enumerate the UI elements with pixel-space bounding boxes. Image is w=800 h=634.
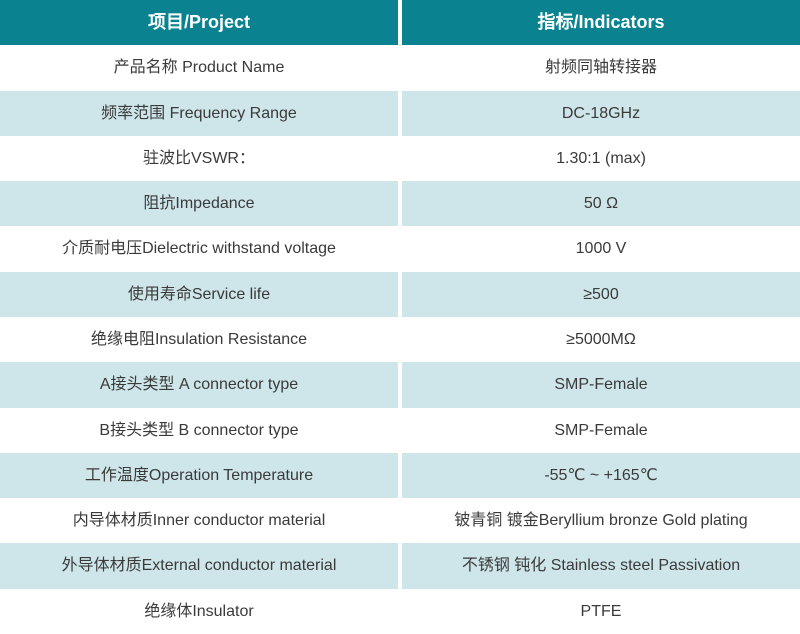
table-row: 驻波比VSWR： 1.30:1 (max) xyxy=(0,135,800,182)
project-cell: 绝缘体Insulator xyxy=(0,588,398,634)
header-project-cell: 项目/Project xyxy=(0,0,398,46)
indicator-cell: ≥500 xyxy=(402,271,800,317)
table-row: 内导体材质Inner conductor material 铍青铜 镀金Bery… xyxy=(0,498,800,544)
indicator-cell: DC-18GHz xyxy=(402,90,800,136)
project-cell: A接头类型 A connector type xyxy=(0,362,398,408)
indicator-cell: 1000 V xyxy=(402,226,800,272)
header-indicator-cell: 指标/Indicators xyxy=(402,0,800,46)
indicator-cell: 射频同轴转接器 xyxy=(402,45,800,91)
table-row: 外导体材质External conductor material 不锈钢 钝化 … xyxy=(0,543,800,589)
table-row: 产品名称 Product Name 射频同轴转接器 xyxy=(0,45,800,91)
project-cell: 外导体材质External conductor material xyxy=(0,543,398,589)
indicator-cell: 50 Ω xyxy=(402,181,800,227)
table-row: 绝缘体Insulator PTFE xyxy=(0,588,800,634)
header-row: 项目/Project 指标/Indicators xyxy=(0,0,800,46)
table-row: 阻抗Impedance 50 Ω xyxy=(0,181,800,227)
indicator-cell: SMP-Female xyxy=(402,407,800,453)
indicator-cell: -55℃ ~ +165℃ xyxy=(402,452,800,499)
indicator-cell: 铍青铜 镀金Beryllium bronze Gold plating xyxy=(402,498,800,544)
project-cell: 工作温度Operation Temperature xyxy=(0,452,398,499)
indicator-cell: ≥5000MΩ xyxy=(402,316,800,363)
project-cell: 阻抗Impedance xyxy=(0,181,398,227)
table-row: 介质耐电压Dielectric withstand voltage 1000 V xyxy=(0,226,800,272)
project-cell: 驻波比VSWR： xyxy=(0,135,398,182)
indicator-cell: PTFE xyxy=(402,588,800,634)
indicator-cell: SMP-Female xyxy=(402,362,800,408)
table-row: B接头类型 B connector type SMP-Female xyxy=(0,407,800,453)
project-cell: 使用寿命Service life xyxy=(0,271,398,317)
project-cell: 介质耐电压Dielectric withstand voltage xyxy=(0,226,398,272)
indicator-cell: 1.30:1 (max) xyxy=(402,135,800,182)
project-cell: 产品名称 Product Name xyxy=(0,45,398,91)
project-cell: 内导体材质Inner conductor material xyxy=(0,498,398,544)
project-cell: B接头类型 B connector type xyxy=(0,407,398,453)
table-row: 绝缘电阻Insulation Resistance ≥5000MΩ xyxy=(0,316,800,363)
indicator-cell: 不锈钢 钝化 Stainless steel Passivation xyxy=(402,543,800,589)
table-row: 使用寿命Service life ≥500 xyxy=(0,271,800,317)
table-row: A接头类型 A connector type SMP-Female xyxy=(0,362,800,408)
project-cell: 绝缘电阻Insulation Resistance xyxy=(0,316,398,363)
table-row: 工作温度Operation Temperature -55℃ ~ +165℃ xyxy=(0,452,800,499)
project-cell: 频率范围 Frequency Range xyxy=(0,90,398,136)
table-row: 频率范围 Frequency Range DC-18GHz xyxy=(0,90,800,136)
